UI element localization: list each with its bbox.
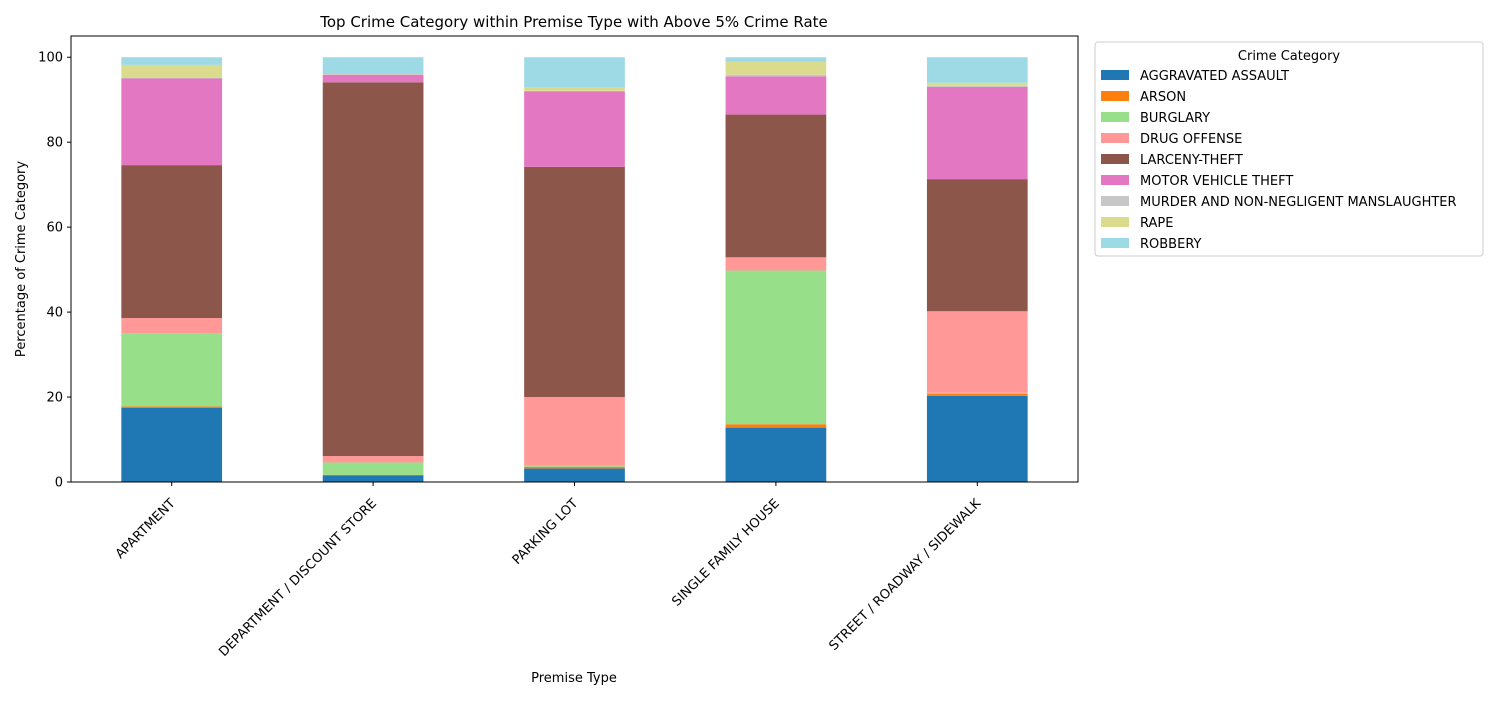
legend-label: BURGLARY xyxy=(1140,111,1210,126)
bar-segment xyxy=(524,467,625,469)
bar-segment xyxy=(323,57,424,74)
legend-swatch xyxy=(1101,133,1129,143)
legend-swatch xyxy=(1101,91,1129,101)
bar-segment xyxy=(323,75,424,83)
bar-segment xyxy=(927,86,1028,87)
legend-label: MOTOR VEHICLE THEFT xyxy=(1140,174,1293,189)
bar-segment xyxy=(524,91,625,167)
bar-segment xyxy=(726,270,827,424)
bars-layer xyxy=(121,57,1027,482)
x-tick-label: STREET / ROADWAY / SIDEWALK xyxy=(827,496,985,654)
legend-label: ROBBERY xyxy=(1140,237,1202,252)
bar-segment xyxy=(927,393,1028,394)
bar-segment xyxy=(524,465,625,466)
legend-label: RAPE xyxy=(1140,216,1173,231)
legend-label: MURDER AND NON-NEGLIGENT MANSLAUGHTER xyxy=(1140,195,1457,210)
legend-swatch xyxy=(1101,154,1129,164)
legend-title: Crime Category xyxy=(1238,49,1341,64)
bar-segment xyxy=(927,311,1028,393)
y-tick-label: 60 xyxy=(46,221,63,236)
chart-title: Top Crime Category within Premise Type w… xyxy=(319,13,828,31)
bar-segment xyxy=(121,57,222,65)
bar-segment xyxy=(524,57,625,87)
y-tick-label: 20 xyxy=(46,391,63,406)
legend-swatch xyxy=(1101,196,1129,206)
legend-label: LARCENY-THEFT xyxy=(1140,153,1243,168)
bar-segment xyxy=(726,257,827,270)
bar-segment xyxy=(121,78,222,79)
bar-segment xyxy=(927,396,1028,482)
bar-segment xyxy=(726,75,827,77)
y-tick-label: 100 xyxy=(38,51,63,66)
y-tick-label: 40 xyxy=(46,306,63,321)
bar-segment xyxy=(927,394,1028,396)
bar-segment xyxy=(524,468,625,482)
bar-segment xyxy=(323,475,424,482)
bar-segment xyxy=(726,115,827,258)
bar-segment xyxy=(726,62,827,75)
x-tick-label: PARKING LOT xyxy=(510,496,582,568)
x-axis: APARTMENT DEPARTMENT / DISCOUNT STORE PARK… xyxy=(113,482,985,660)
bar-segment xyxy=(121,78,222,165)
x-tick-label: APARTMENT xyxy=(113,496,179,562)
bar-segment xyxy=(121,333,222,406)
bar-segment xyxy=(726,428,827,482)
bar-segment xyxy=(121,406,222,407)
legend-label: AGGRAVATED ASSAULT xyxy=(1140,69,1289,84)
bar-segment xyxy=(121,165,222,318)
bar-segment xyxy=(323,456,424,462)
legend-swatch xyxy=(1101,217,1129,227)
bar-segment xyxy=(524,167,625,397)
y-axis-label: Percentage of Crime Category xyxy=(14,161,29,357)
bar-segment xyxy=(726,57,827,62)
y-tick-label: 0 xyxy=(55,476,63,491)
bar-segment xyxy=(524,87,625,90)
legend-label: DRUG OFFENSE xyxy=(1140,132,1242,147)
legend-swatch xyxy=(1101,238,1129,248)
y-tick-label: 80 xyxy=(46,136,63,151)
x-axis-label: Premise Type xyxy=(531,671,617,686)
bar-segment xyxy=(726,424,827,427)
legend-label: ARSON xyxy=(1140,90,1186,105)
bar-segment xyxy=(524,397,625,465)
bar-segment xyxy=(121,65,222,78)
bar-segment xyxy=(927,179,1028,311)
y-axis: 0 20 40 60 80 100 xyxy=(38,51,71,491)
bar-segment xyxy=(323,82,424,456)
x-tick-label: SINGLE FAMILY HOUSE xyxy=(669,496,782,609)
legend-swatch xyxy=(1101,112,1129,122)
bar-segment xyxy=(927,87,1028,179)
legend: Crime Category AGGRAVATED ASSAULT ARSON BU… xyxy=(1095,42,1483,256)
bar-segment xyxy=(121,318,222,333)
bar-segment xyxy=(726,76,827,114)
legend-swatch xyxy=(1101,70,1129,80)
bar-segment xyxy=(927,83,1028,86)
bar-segment xyxy=(927,57,1028,82)
bar-segment xyxy=(323,462,424,474)
legend-swatch xyxy=(1101,175,1129,185)
bar-segment xyxy=(121,408,222,482)
x-tick-label: DEPARTMENT / DISCOUNT STORE xyxy=(216,496,380,660)
